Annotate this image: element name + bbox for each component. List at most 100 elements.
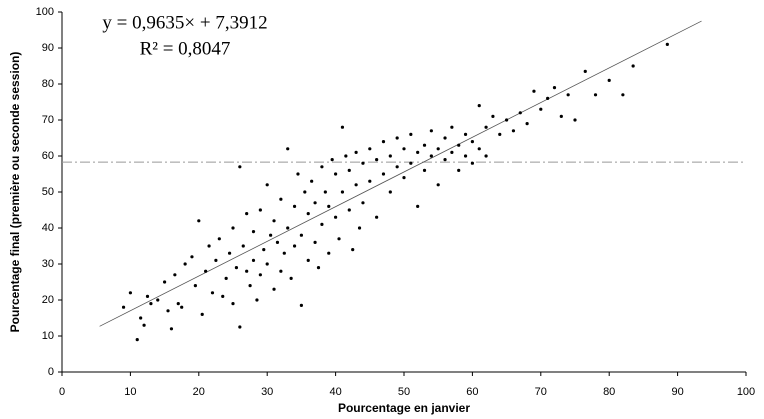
point — [665, 42, 669, 47]
point — [265, 262, 269, 266]
point — [491, 114, 495, 118]
point — [269, 233, 273, 237]
point — [286, 226, 290, 230]
point — [255, 298, 259, 302]
point — [234, 266, 239, 270]
point — [621, 93, 625, 97]
point — [375, 215, 379, 219]
point — [334, 172, 338, 176]
point — [169, 327, 174, 331]
point — [395, 136, 399, 140]
y-tick-label: 0 — [48, 366, 54, 378]
point — [436, 183, 440, 187]
x-tick-label: 100 — [737, 386, 755, 398]
x-tick-label: 40 — [329, 386, 341, 398]
point — [289, 276, 293, 280]
point — [337, 237, 341, 241]
point — [416, 150, 420, 154]
point — [320, 222, 324, 226]
point — [361, 201, 365, 205]
point — [511, 129, 516, 133]
point — [279, 269, 283, 273]
point — [357, 226, 362, 230]
point — [313, 201, 317, 205]
point — [381, 140, 386, 144]
point — [354, 150, 358, 154]
point — [323, 190, 327, 194]
point — [197, 219, 201, 223]
point — [450, 125, 454, 129]
y-tick-label: 20 — [42, 294, 54, 306]
point — [135, 338, 139, 342]
point — [470, 140, 474, 144]
point — [429, 129, 433, 133]
x-tick-label: 90 — [671, 386, 683, 398]
point — [583, 69, 587, 73]
point — [340, 190, 345, 194]
point — [375, 158, 379, 162]
x-tick-label: 10 — [124, 386, 136, 398]
point — [316, 266, 321, 270]
point — [518, 111, 522, 115]
point — [279, 197, 283, 201]
y-axis-title: Pourcentage final (première ou seconde s… — [8, 52, 22, 333]
point — [292, 204, 297, 208]
point — [422, 168, 427, 172]
point — [388, 190, 392, 194]
point — [546, 96, 550, 100]
point — [292, 244, 297, 248]
y-tick-label: 70 — [42, 114, 54, 126]
point — [593, 93, 598, 97]
point — [251, 258, 256, 262]
point — [361, 161, 365, 165]
point — [402, 176, 406, 180]
point — [498, 132, 502, 136]
point — [310, 179, 314, 183]
point — [368, 147, 372, 151]
point — [457, 143, 461, 147]
x-tick-label: 70 — [535, 386, 547, 398]
point — [429, 154, 433, 158]
point — [450, 150, 454, 154]
point — [224, 276, 228, 280]
point — [340, 125, 345, 129]
point — [221, 294, 225, 298]
point — [248, 284, 252, 288]
point — [207, 244, 211, 248]
x-tick-label: 0 — [59, 386, 65, 398]
point — [156, 298, 160, 302]
x-tick-label: 60 — [466, 386, 478, 398]
y-tick-label: 100 — [36, 6, 54, 18]
point — [299, 233, 303, 237]
point — [388, 154, 392, 158]
point — [286, 147, 290, 151]
point — [443, 158, 447, 162]
y-tick-label: 90 — [42, 42, 54, 54]
point — [149, 302, 153, 306]
point — [607, 78, 611, 82]
x-tick-label: 20 — [193, 386, 205, 398]
point — [128, 291, 132, 295]
point — [381, 172, 386, 176]
point — [334, 215, 338, 219]
point — [299, 303, 303, 307]
point — [241, 244, 245, 248]
point — [552, 86, 557, 90]
point — [539, 107, 543, 111]
point — [559, 114, 563, 118]
point — [245, 269, 249, 273]
point — [409, 161, 413, 165]
x-tick-label: 80 — [603, 386, 615, 398]
y-tick-label: 80 — [42, 78, 54, 90]
point — [330, 158, 334, 162]
point — [163, 280, 167, 284]
point — [180, 305, 184, 309]
point — [532, 89, 536, 93]
point — [347, 168, 351, 172]
y-tick-label: 30 — [42, 258, 54, 270]
point — [320, 165, 324, 169]
point — [282, 251, 286, 255]
point — [272, 287, 276, 291]
point — [354, 183, 358, 187]
